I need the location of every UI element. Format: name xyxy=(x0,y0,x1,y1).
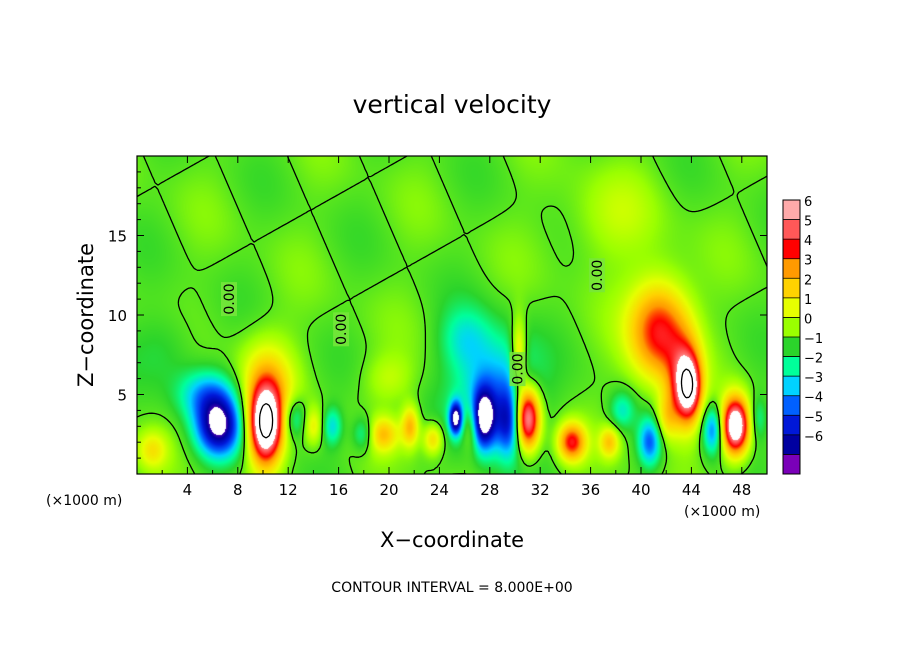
colorbar-swatch xyxy=(783,317,800,338)
colorbar-swatch xyxy=(783,337,800,358)
colorbar-label: −6 xyxy=(804,430,823,445)
colorbar-swatch xyxy=(783,297,800,318)
x-axis-ticks: 4 8 12 16 20 24 28 32 36 40 44 48 xyxy=(161,156,751,499)
y-tick-label: 5 xyxy=(117,387,127,405)
colorbar-label: −1 xyxy=(804,332,823,347)
y-tick-label: 10 xyxy=(108,307,127,325)
x-tick-label: 12 xyxy=(279,481,298,499)
colorbar-swatch xyxy=(783,258,800,279)
contour-label-bg xyxy=(220,282,237,317)
colorbar-swatch xyxy=(783,454,800,475)
colorbar-label: 4 xyxy=(804,234,812,249)
x-tick-label: 4 xyxy=(183,481,193,499)
contour-label: 0.00 xyxy=(222,284,238,315)
colorbar-label: 1 xyxy=(804,293,812,308)
zero-contours xyxy=(137,156,767,474)
colorbar-swatch xyxy=(783,415,800,436)
colorbar-label: −4 xyxy=(804,391,823,406)
colorbar-swatch xyxy=(783,434,800,455)
colorbar-swatch xyxy=(783,278,800,299)
contour-positive xyxy=(258,368,694,439)
colorbar-label: −2 xyxy=(804,352,823,367)
x-unit-left: (×1000 m) xyxy=(46,493,122,509)
colorbar-swatch xyxy=(783,395,800,416)
contour-label: 0.00 xyxy=(590,260,606,291)
chart-title: vertical velocity xyxy=(353,90,552,119)
x-tick-label: 8 xyxy=(233,481,243,499)
contour-zero xyxy=(137,156,767,474)
contour-labels: 0.00 0.00 0.00 0.00 xyxy=(220,258,606,387)
contour-label-bg xyxy=(509,352,526,387)
x-tick-label: 36 xyxy=(581,481,600,499)
x-tick-label: 24 xyxy=(430,481,449,499)
x-axis-label: X−coordinate xyxy=(380,528,524,552)
x-tick-label: 48 xyxy=(732,481,751,499)
contour-interval: CONTOUR INTERVAL = 8.000E+00 xyxy=(331,580,572,596)
contour-label: 0.00 xyxy=(334,314,350,345)
y-axis-ticks: 5 10 15 xyxy=(108,171,767,459)
colorbar-label: 2 xyxy=(804,273,812,288)
x-tick-label: 28 xyxy=(480,481,499,499)
colorbar-label: −3 xyxy=(804,371,823,386)
contour-label: 0.00 xyxy=(511,353,527,384)
x-tick-label: 32 xyxy=(531,481,550,499)
x-tick-label: 16 xyxy=(329,481,348,499)
y-axis-label: Z−coordinate xyxy=(74,243,98,387)
colorbar-swatch xyxy=(783,239,800,260)
colorbar-swatch xyxy=(783,219,800,240)
velocity-field xyxy=(137,156,767,474)
colorbar-swatch xyxy=(783,376,800,397)
colorbar: 6 5 4 3 2 1 0 −1 −2 −3 −4 −5 −6 xyxy=(782,195,823,475)
colorbar-label: 0 xyxy=(804,312,812,327)
contour-label-bg xyxy=(333,312,350,347)
colorbar-swatch xyxy=(783,200,800,221)
y-tick-label: 15 xyxy=(108,228,127,246)
x-tick-label: 44 xyxy=(682,481,701,499)
colorbar-label: 6 xyxy=(804,195,812,210)
x-unit-right: (×1000 m) xyxy=(684,504,760,520)
contour-label-bg xyxy=(588,258,605,293)
colorbar-label: 5 xyxy=(804,215,812,230)
x-tick-label: 40 xyxy=(631,481,650,499)
colorbar-label: 3 xyxy=(804,254,812,269)
colorbar-label: −5 xyxy=(804,410,823,425)
x-tick-label: 20 xyxy=(379,481,398,499)
colorbar-swatch xyxy=(783,356,800,377)
